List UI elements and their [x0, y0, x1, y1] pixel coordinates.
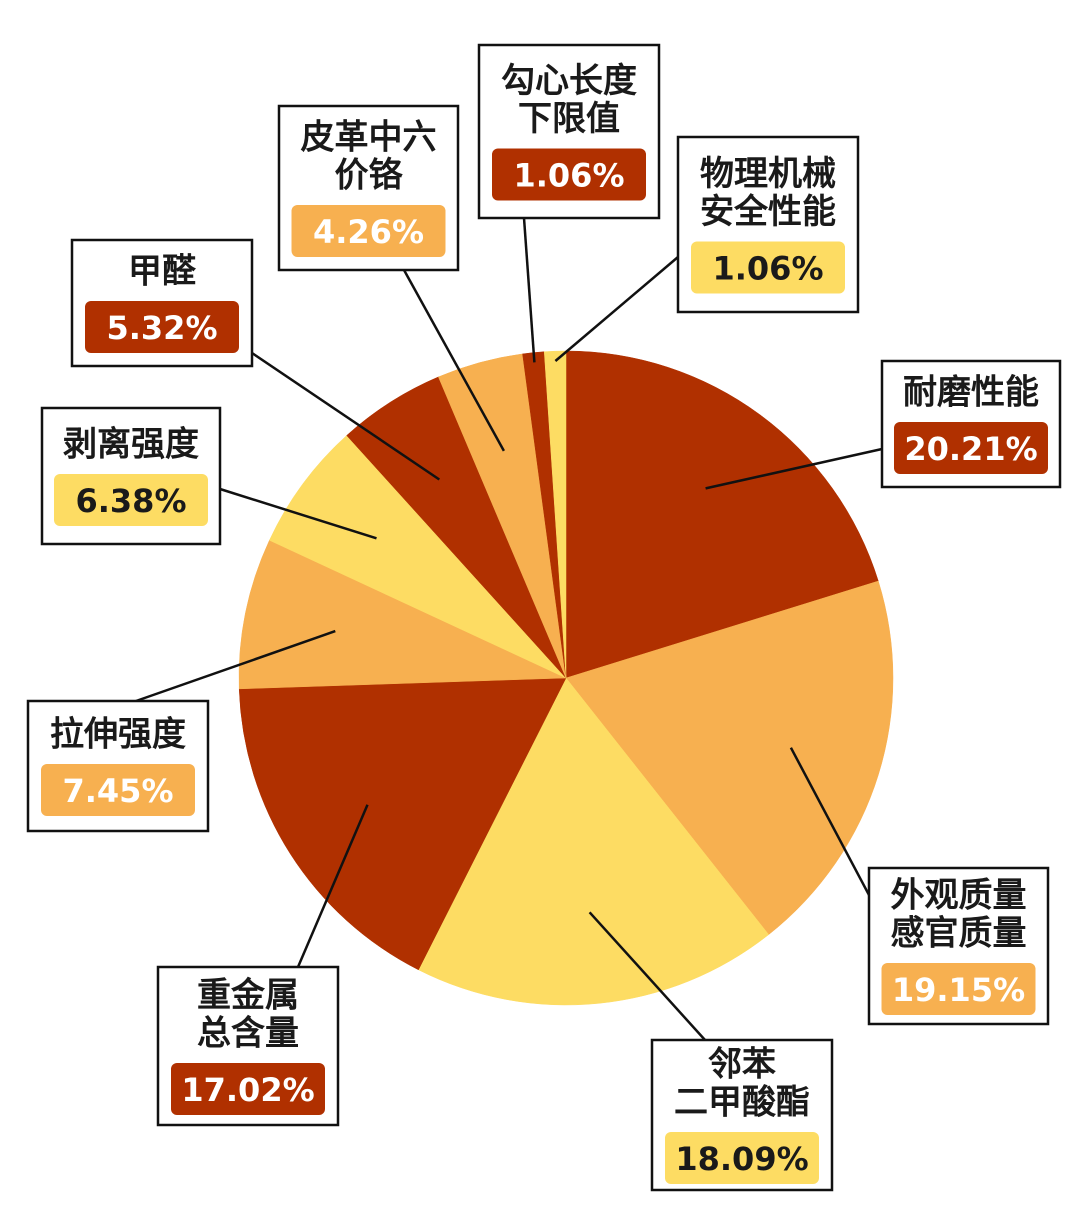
leader-line [402, 269, 505, 452]
leader-line [705, 447, 883, 490]
pie-slice [238, 539, 567, 690]
pie-slice [269, 435, 567, 679]
slice-label: 拉伸强度 [50, 715, 186, 755]
slice-label: 皮革中六 [301, 118, 437, 158]
slice-label: 二甲酸酯 [674, 1083, 810, 1123]
slice-value: 1.06% [513, 157, 624, 195]
slice-label: 耐磨性能 [903, 373, 1039, 413]
slice-label: 下限值 [518, 99, 620, 139]
slice-value: 5.32% [106, 309, 217, 347]
slice-label-box: 甲醛 5.32% [70, 238, 254, 368]
value-pill [171, 1063, 325, 1115]
leader-line [554, 256, 679, 362]
leader-line [789, 747, 871, 896]
value-pill [665, 1132, 819, 1184]
leader-line [296, 804, 369, 968]
slice-label: 甲醛 [128, 252, 196, 292]
leader-line [251, 351, 440, 481]
slice-label-box: 拉伸强度 7.45% [26, 699, 210, 833]
slice-label: 安全性能 [700, 192, 836, 232]
pie-slice [565, 580, 894, 935]
pie-slice [418, 677, 770, 1006]
slice-value: 17.02% [181, 1071, 314, 1109]
pie-slice [238, 677, 567, 971]
leader-line [588, 911, 706, 1041]
pie-slices [238, 350, 894, 1006]
slice-label: 感官质量 [891, 914, 1027, 954]
slice-label: 价铬 [335, 156, 404, 196]
slice-value: 4.26% [313, 213, 424, 251]
slice-label: 总含量 [197, 1014, 299, 1054]
leader-lines [135, 217, 883, 1041]
slice-value: 1.06% [712, 250, 823, 288]
value-pill [881, 963, 1036, 1015]
slice-label: 外观质量 [891, 876, 1027, 916]
leader-line [522, 217, 536, 363]
value-pill [492, 148, 646, 201]
value-pill [894, 422, 1048, 474]
slice-label: 物理机械 [700, 154, 836, 194]
value-pill [41, 764, 195, 816]
slice-label-box: 剥离强度 6.38% [40, 406, 222, 546]
slice-value: 20.21% [904, 430, 1037, 468]
value-pill [85, 301, 239, 353]
value-pill [54, 474, 208, 526]
slice-value: 19.15% [892, 971, 1025, 1009]
slice-value: 18.09% [675, 1140, 808, 1178]
slice-value: 6.38% [75, 482, 186, 520]
slice-label: 重金属 [197, 976, 299, 1016]
slice-label: 邻苯 [708, 1045, 776, 1085]
leader-line [219, 487, 377, 540]
pie-slice [565, 350, 879, 679]
slice-label: 勾心长度 [501, 61, 637, 101]
value-pill [291, 205, 446, 257]
value-pill [691, 241, 845, 294]
slice-value: 7.45% [62, 772, 173, 810]
slice-label-box: 耐磨性能 20.21% [880, 359, 1062, 489]
slice-label: 剥离强度 [63, 425, 199, 465]
leader-line [135, 629, 336, 703]
